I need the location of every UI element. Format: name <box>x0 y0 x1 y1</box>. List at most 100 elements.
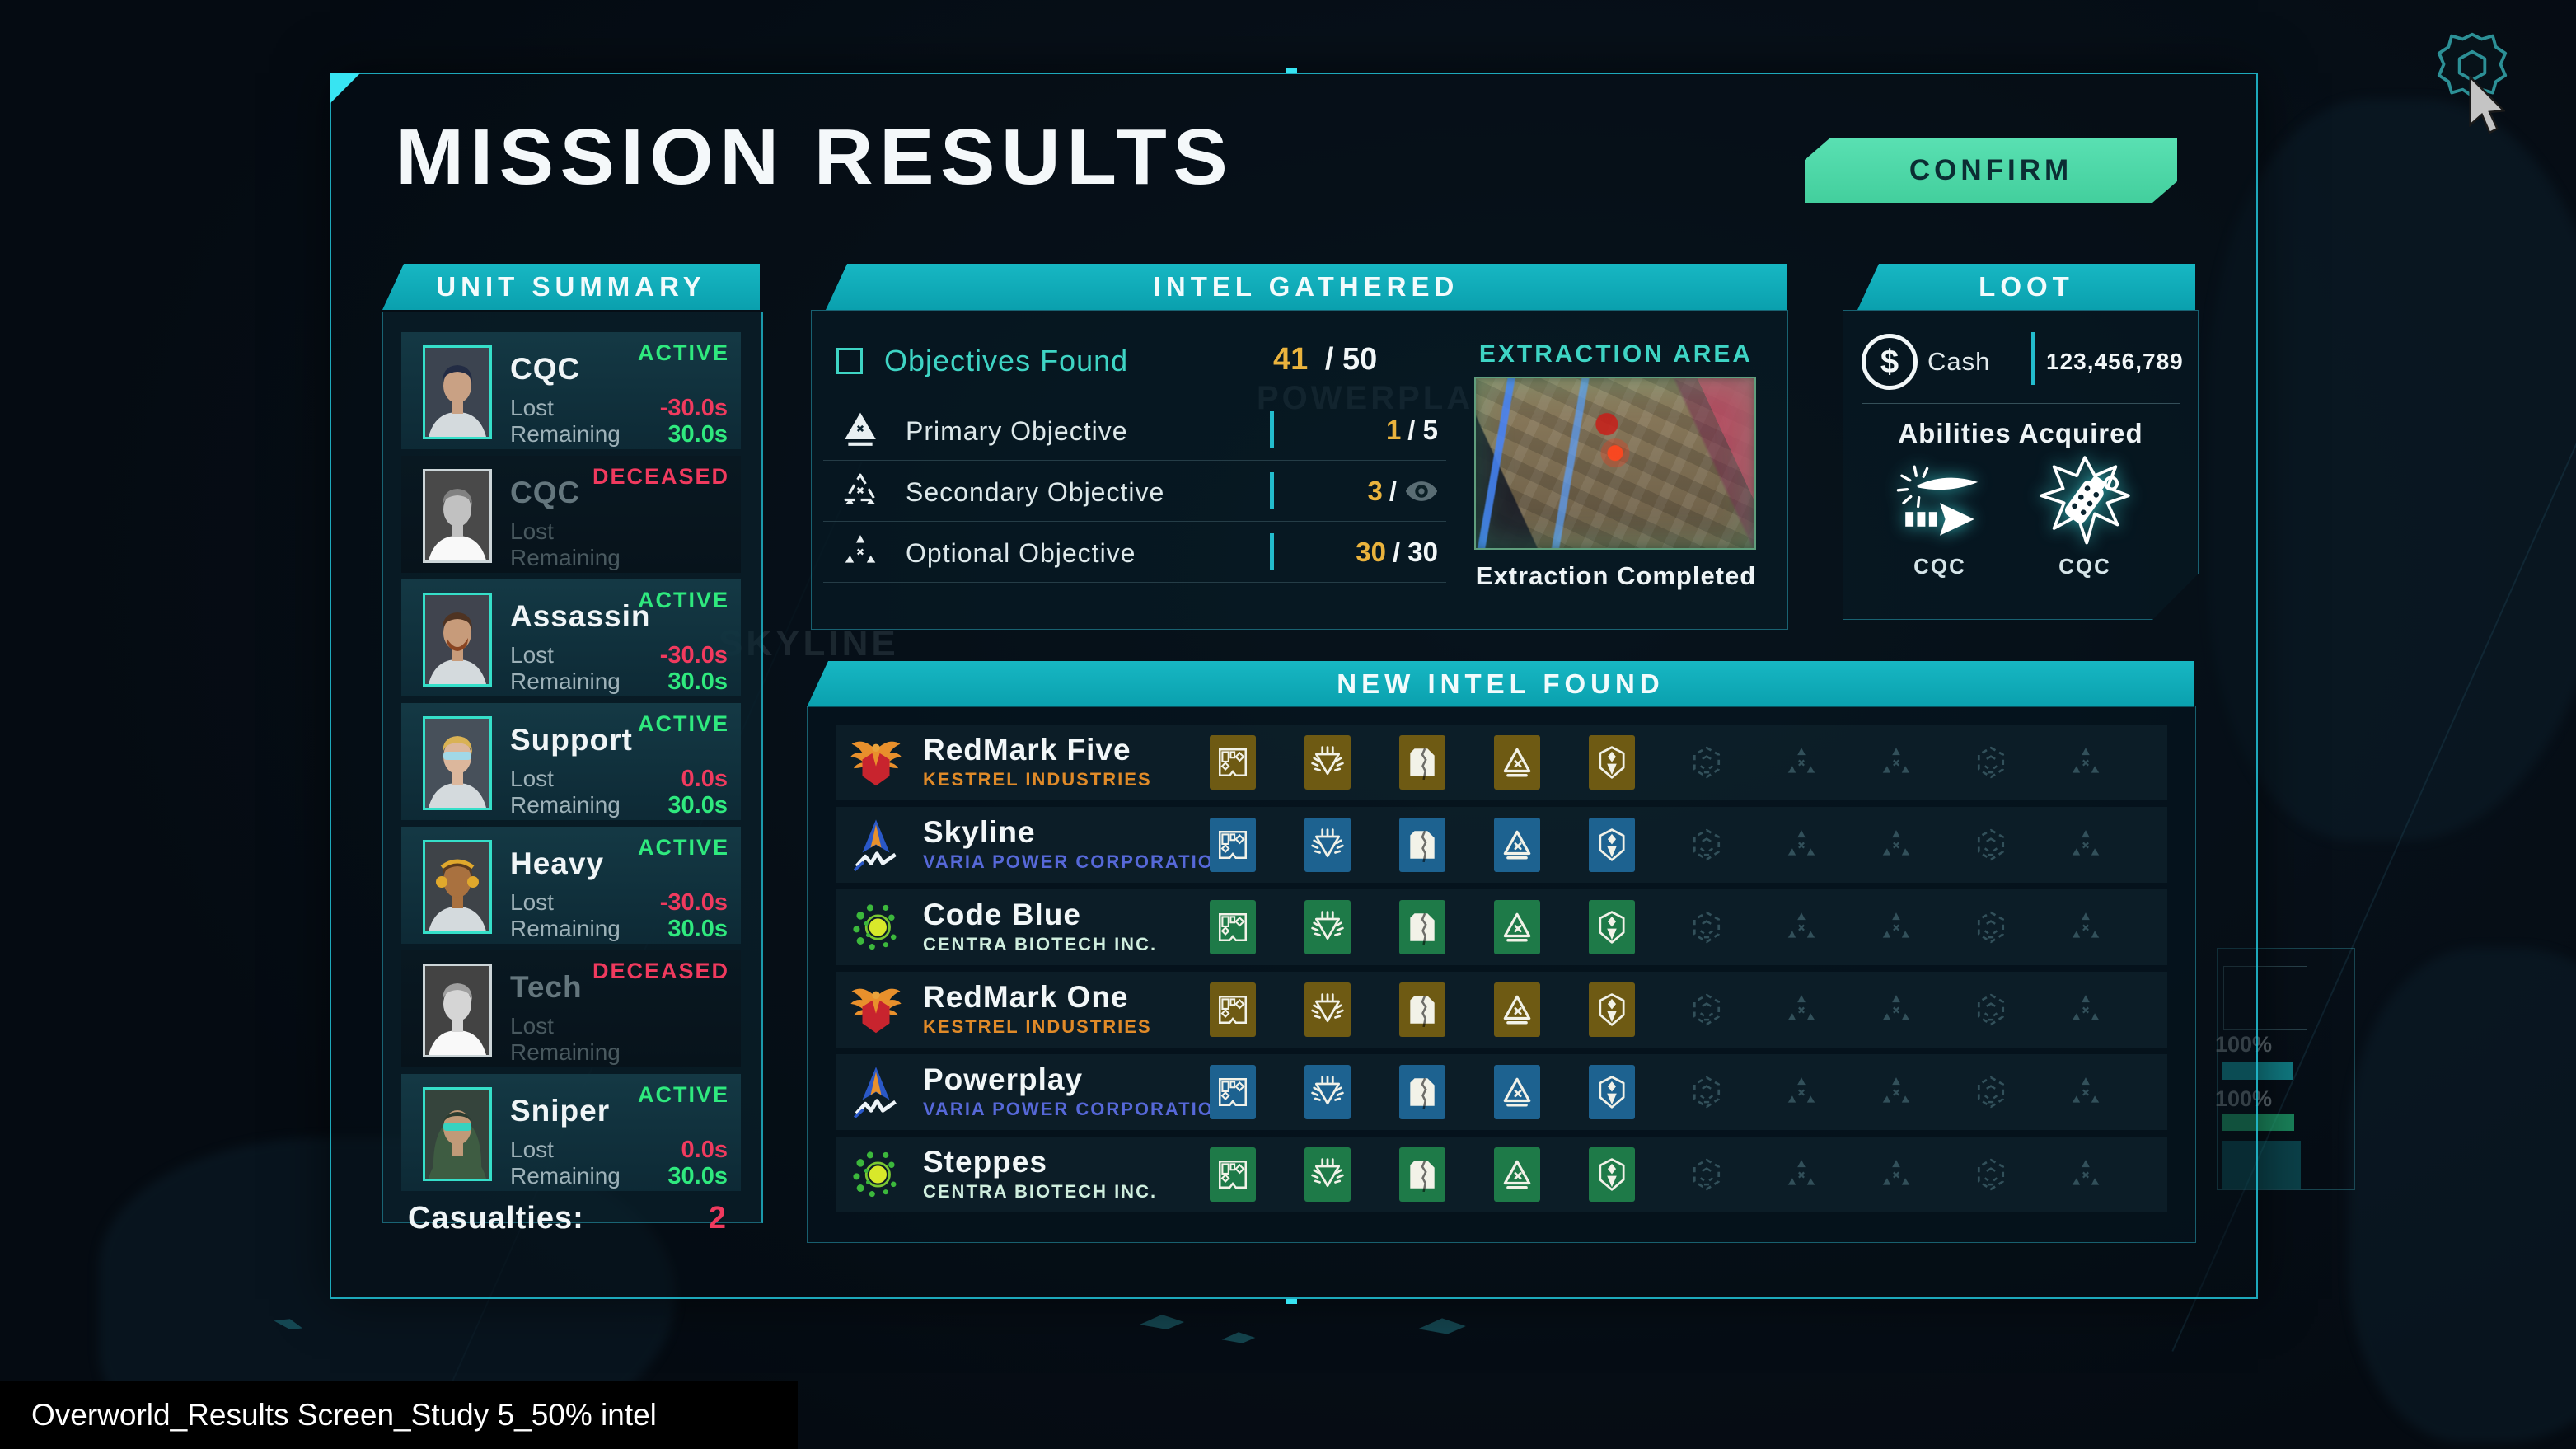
casualties-label: Casualties: <box>408 1201 584 1236</box>
unit-name: Tech <box>510 970 583 1004</box>
intel-slot-found[interactable] <box>1399 982 1445 1037</box>
intel-glyph-icon <box>1500 745 1534 780</box>
objective-value: 1 <box>1385 415 1402 445</box>
locked-glyph-icon <box>1974 910 2008 945</box>
objective-row: Secondary Objective 3 / <box>823 461 1446 522</box>
unit-portrait-art <box>425 966 489 1055</box>
intel-slot-found[interactable] <box>1399 1147 1445 1202</box>
locked-glyph-icon <box>2068 745 2103 780</box>
intel-slot-locked <box>1873 735 1919 790</box>
faction-row[interactable]: Code Blue CENTRA BIOTECH INC. <box>836 889 2167 965</box>
intel-slot-found[interactable] <box>1304 900 1351 954</box>
ability-grenade-blast[interactable]: CQC <box>2031 456 2138 579</box>
intel-slot-locked <box>1873 900 1919 954</box>
page-title: MISSION RESULTS <box>396 113 1234 201</box>
intel-glyph-icon <box>1405 992 1440 1027</box>
remaining-label: Remaining <box>510 1163 621 1189</box>
intel-slot-found[interactable] <box>1304 735 1351 790</box>
loot-panel: $ Cash 123,456,789 Abilities Acquired CQ… <box>1843 310 2199 620</box>
locked-glyph-icon <box>1879 745 1913 780</box>
faction-row[interactable]: Skyline VARIA POWER CORPORATION <box>836 807 2167 883</box>
intel-glyph-icon <box>1310 828 1345 862</box>
intel-slot-found[interactable] <box>1589 1065 1635 1119</box>
locked-glyph-icon <box>1784 828 1819 862</box>
confirm-button[interactable]: CONFIRM <box>1805 138 2177 203</box>
unit-card[interactable]: CQC DECEASED Lost Remaining <box>401 456 741 573</box>
intel-slot-found[interactable] <box>1304 1065 1351 1119</box>
unit-card[interactable]: Assassin ACTIVE Lost -30.0s Remaining 30… <box>401 579 741 696</box>
intel-slot-found[interactable] <box>1589 735 1635 790</box>
objectives-found-total: / 50 <box>1324 342 1378 377</box>
intel-slot-found[interactable] <box>1210 818 1256 872</box>
intel-slot-found[interactable] <box>1304 818 1351 872</box>
extraction-area-title: EXTRACTION AREA <box>1478 340 1754 368</box>
intel-slot-found[interactable] <box>1399 900 1445 954</box>
intel-slot-found[interactable] <box>1210 735 1256 790</box>
intel-slot-found[interactable] <box>1494 735 1540 790</box>
intel-slot-found[interactable] <box>1589 982 1635 1037</box>
faction-company: VARIA POWER CORPORATION <box>923 1099 1229 1119</box>
intel-slot-found[interactable] <box>1589 900 1635 954</box>
intel-slot-locked <box>1684 735 1730 790</box>
intel-slot-locked <box>1778 735 1824 790</box>
remaining-value: 30.0s <box>667 792 728 818</box>
faction-row[interactable]: Steppes CENTRA BIOTECH INC. <box>836 1137 2167 1212</box>
intel-slot-found[interactable] <box>1494 818 1540 872</box>
lost-label: Lost <box>510 766 554 791</box>
intel-slot-found[interactable] <box>1589 1147 1635 1202</box>
new-intel-header: NEW INTEL FOUND <box>807 661 2194 707</box>
ability-piercing-shot[interactable]: CQC <box>1886 456 1993 579</box>
grenade-blast-icon <box>2037 456 2133 546</box>
intel-slot-found[interactable] <box>1210 982 1256 1037</box>
objective-label: Primary Objective <box>906 416 1128 446</box>
intel-slot-found[interactable] <box>1304 982 1351 1037</box>
intel-slot-strip <box>1210 724 2157 800</box>
intel-slot-found[interactable] <box>1210 1147 1256 1202</box>
remaining-value: 30.0s <box>667 1163 728 1189</box>
intel-glyph-icon <box>1595 828 1629 862</box>
faction-row[interactable]: RedMark One KESTREL INDUSTRIES <box>836 972 2167 1048</box>
locked-glyph-icon <box>1879 992 1913 1027</box>
intel-slot-found[interactable] <box>1399 818 1445 872</box>
unit-card[interactable]: Tech DECEASED Lost Remaining <box>401 950 741 1067</box>
intel-slot-locked <box>1684 1147 1730 1202</box>
intel-slot-found[interactable] <box>1399 1065 1445 1119</box>
faction-row[interactable]: Powerplay VARIA POWER CORPORATION <box>836 1054 2167 1130</box>
faction-row[interactable]: RedMark Five KESTREL INDUSTRIES <box>836 724 2167 800</box>
unit-card[interactable]: Support ACTIVE Lost 0.0s Remaining 30.0s <box>401 703 741 820</box>
intel-slot-found[interactable] <box>1494 1147 1540 1202</box>
intel-slot-found[interactable] <box>1304 1147 1351 1202</box>
intel-slot-locked <box>2063 1065 2109 1119</box>
intel-glyph-icon <box>1500 992 1534 1027</box>
intel-glyph-icon <box>1215 745 1250 780</box>
intel-slot-found[interactable] <box>1210 1065 1256 1119</box>
locked-glyph-icon <box>1879 1075 1913 1109</box>
intel-slot-locked <box>1873 982 1919 1037</box>
intel-slot-found[interactable] <box>1589 818 1635 872</box>
unit-portrait-art <box>425 348 489 437</box>
unit-portrait <box>423 593 492 687</box>
unit-card[interactable]: Sniper ACTIVE Lost 0.0s Remaining 30.0s <box>401 1074 741 1191</box>
intel-slot-found[interactable] <box>1399 735 1445 790</box>
intel-slot-found[interactable] <box>1210 900 1256 954</box>
lost-value: -30.0s <box>659 889 728 916</box>
intel-glyph-icon <box>1595 1075 1629 1109</box>
unit-portrait <box>423 1087 492 1181</box>
unit-status-badge: DECEASED <box>592 959 729 983</box>
faction-company: KESTREL INDUSTRIES <box>923 1016 1152 1037</box>
remaining-label: Remaining <box>510 421 621 447</box>
intel-slot-found[interactable] <box>1494 900 1540 954</box>
unit-card[interactable]: Heavy ACTIVE Lost -30.0s Remaining 30.0s <box>401 827 741 944</box>
intel-glyph-icon <box>1310 1075 1345 1109</box>
intel-slot-found[interactable] <box>1494 1065 1540 1119</box>
intel-slot-locked <box>1684 818 1730 872</box>
intel-slot-locked <box>1968 1065 2014 1119</box>
remaining-value: 30.0s <box>667 668 728 695</box>
unit-name: Assassin <box>510 599 651 633</box>
unit-card[interactable]: CQC ACTIVE Lost -30.0s Remaining 30.0s <box>401 332 741 449</box>
intel-slot-found[interactable] <box>1494 982 1540 1037</box>
intel-slot-locked <box>2063 982 2109 1037</box>
faction-name: Code Blue <box>923 898 1081 931</box>
locked-glyph-icon <box>1879 910 1913 945</box>
